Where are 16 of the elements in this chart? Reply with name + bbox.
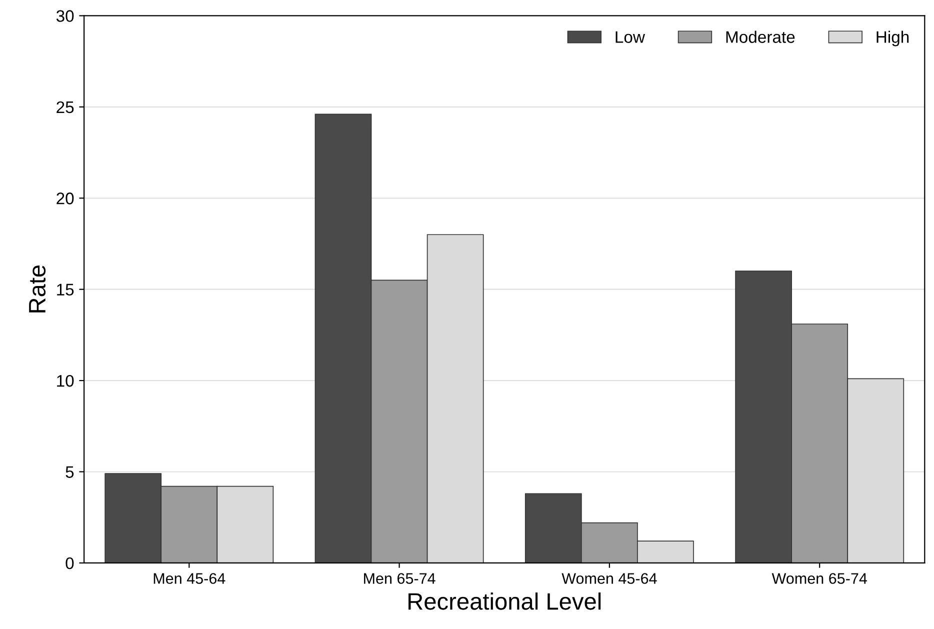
x-tick-label: Men 65-74	[364, 573, 436, 584]
x-axis-title: Recreational Level	[408, 592, 601, 610]
y-tick-label: 15	[57, 284, 74, 296]
legend-label: Moderate	[726, 30, 795, 43]
x-tick-label: Women 45-64	[562, 573, 657, 584]
x-tick-label: Women 65-74	[772, 573, 867, 584]
legend-label: Low	[616, 31, 646, 43]
y-tick-label: 10	[57, 374, 74, 387]
y-tick-label: 5	[66, 466, 74, 478]
y-tick-label: 20	[56, 192, 74, 204]
y-tick-label: 25	[56, 101, 74, 114]
legend-label: High	[876, 30, 909, 46]
y-tick-label: 0	[66, 557, 74, 570]
x-tick-label: Men 45-64	[154, 573, 226, 584]
y-axis-title: Rate	[29, 265, 46, 312]
y-tick-label: 30	[56, 10, 74, 22]
